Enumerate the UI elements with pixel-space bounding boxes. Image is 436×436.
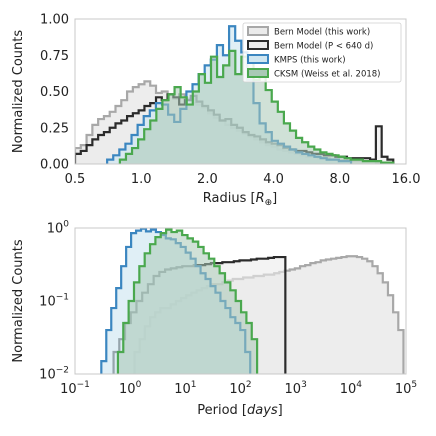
radius-x-tick-label: 1.0	[131, 172, 152, 187]
radius-y-axis-label: Normalized Counts	[11, 30, 26, 153]
period-y-tick-label: 100	[47, 220, 70, 237]
legend-label-cksm: CKSM (Weiss et al. 2018)	[274, 70, 381, 80]
legend-swatch-kmps	[247, 54, 269, 64]
legend: Bern Model (this work) Bern Model (P < 6…	[242, 22, 402, 83]
radius-y-tick-label: 0.00	[40, 158, 69, 173]
radius-y-tick-label: 0.50	[40, 85, 69, 100]
period-x-tick-label: 100	[119, 380, 142, 397]
period-y-tick-label: 10−1	[39, 293, 69, 310]
period-plot-area	[100, 228, 405, 374]
radius-x-tick-label: 4.0	[263, 172, 284, 187]
period-x-tick-label: 101	[174, 380, 196, 397]
radius-panel: 0.00 0.25 0.50 0.75 1.00 0.5 1.0 2.0 4.0 8.0 16.0…	[11, 13, 420, 209]
period-x-tick-label: 105	[395, 380, 417, 397]
period-series-cksm	[116, 228, 259, 374]
legend-swatch-cksm	[247, 68, 269, 78]
period-y-ticks: 10−2 10−1 100	[39, 220, 69, 383]
radius-x-tick-label: 8.0	[329, 172, 350, 187]
radius-x-axis-label: Radius [R⊕]	[203, 191, 277, 208]
period-x-tick-label: 102	[229, 380, 251, 397]
radius-x-tick-label: 16.0	[392, 172, 421, 187]
period-y-tick-label: 10−2	[39, 366, 69, 383]
radius-x-tick-label: 0.5	[65, 172, 86, 187]
legend-label-kmps: KMPS (this work)	[274, 56, 346, 66]
radius-y-tick-label: 1.00	[40, 13, 69, 28]
legend-box	[242, 22, 402, 83]
period-x-tick-label: 103	[285, 380, 307, 397]
period-x-tick-label: 104	[340, 380, 363, 397]
legend-label-bern-short: Bern Model (P < 640 d)	[274, 42, 373, 52]
radius-plot-area	[75, 25, 395, 164]
legend-swatch-bern	[247, 26, 269, 36]
period-panel-frame	[74, 227, 407, 375]
period-x-axis-label: Period [days]	[197, 403, 283, 418]
radius-y-ticks: 0.00 0.25 0.50 0.75 1.00	[40, 13, 69, 173]
period-x-ticks: 10−1 100 101 102 103 104 105	[60, 380, 417, 397]
period-y-axis-label: Normalized Counts	[11, 239, 26, 362]
period-x-tick-label: 10−1	[60, 380, 90, 397]
radius-y-tick-label: 0.25	[40, 121, 69, 136]
legend-swatch-bern-short	[247, 40, 269, 50]
radius-panel-frame	[74, 18, 407, 165]
radius-x-ticks: 0.5 1.0 2.0 4.0 8.0 16.0	[65, 172, 421, 187]
legend-label-bern: Bern Model (this work)	[274, 28, 370, 38]
radius-y-tick-label: 0.75	[40, 49, 69, 64]
radius-x-tick-label: 2.0	[197, 172, 218, 187]
